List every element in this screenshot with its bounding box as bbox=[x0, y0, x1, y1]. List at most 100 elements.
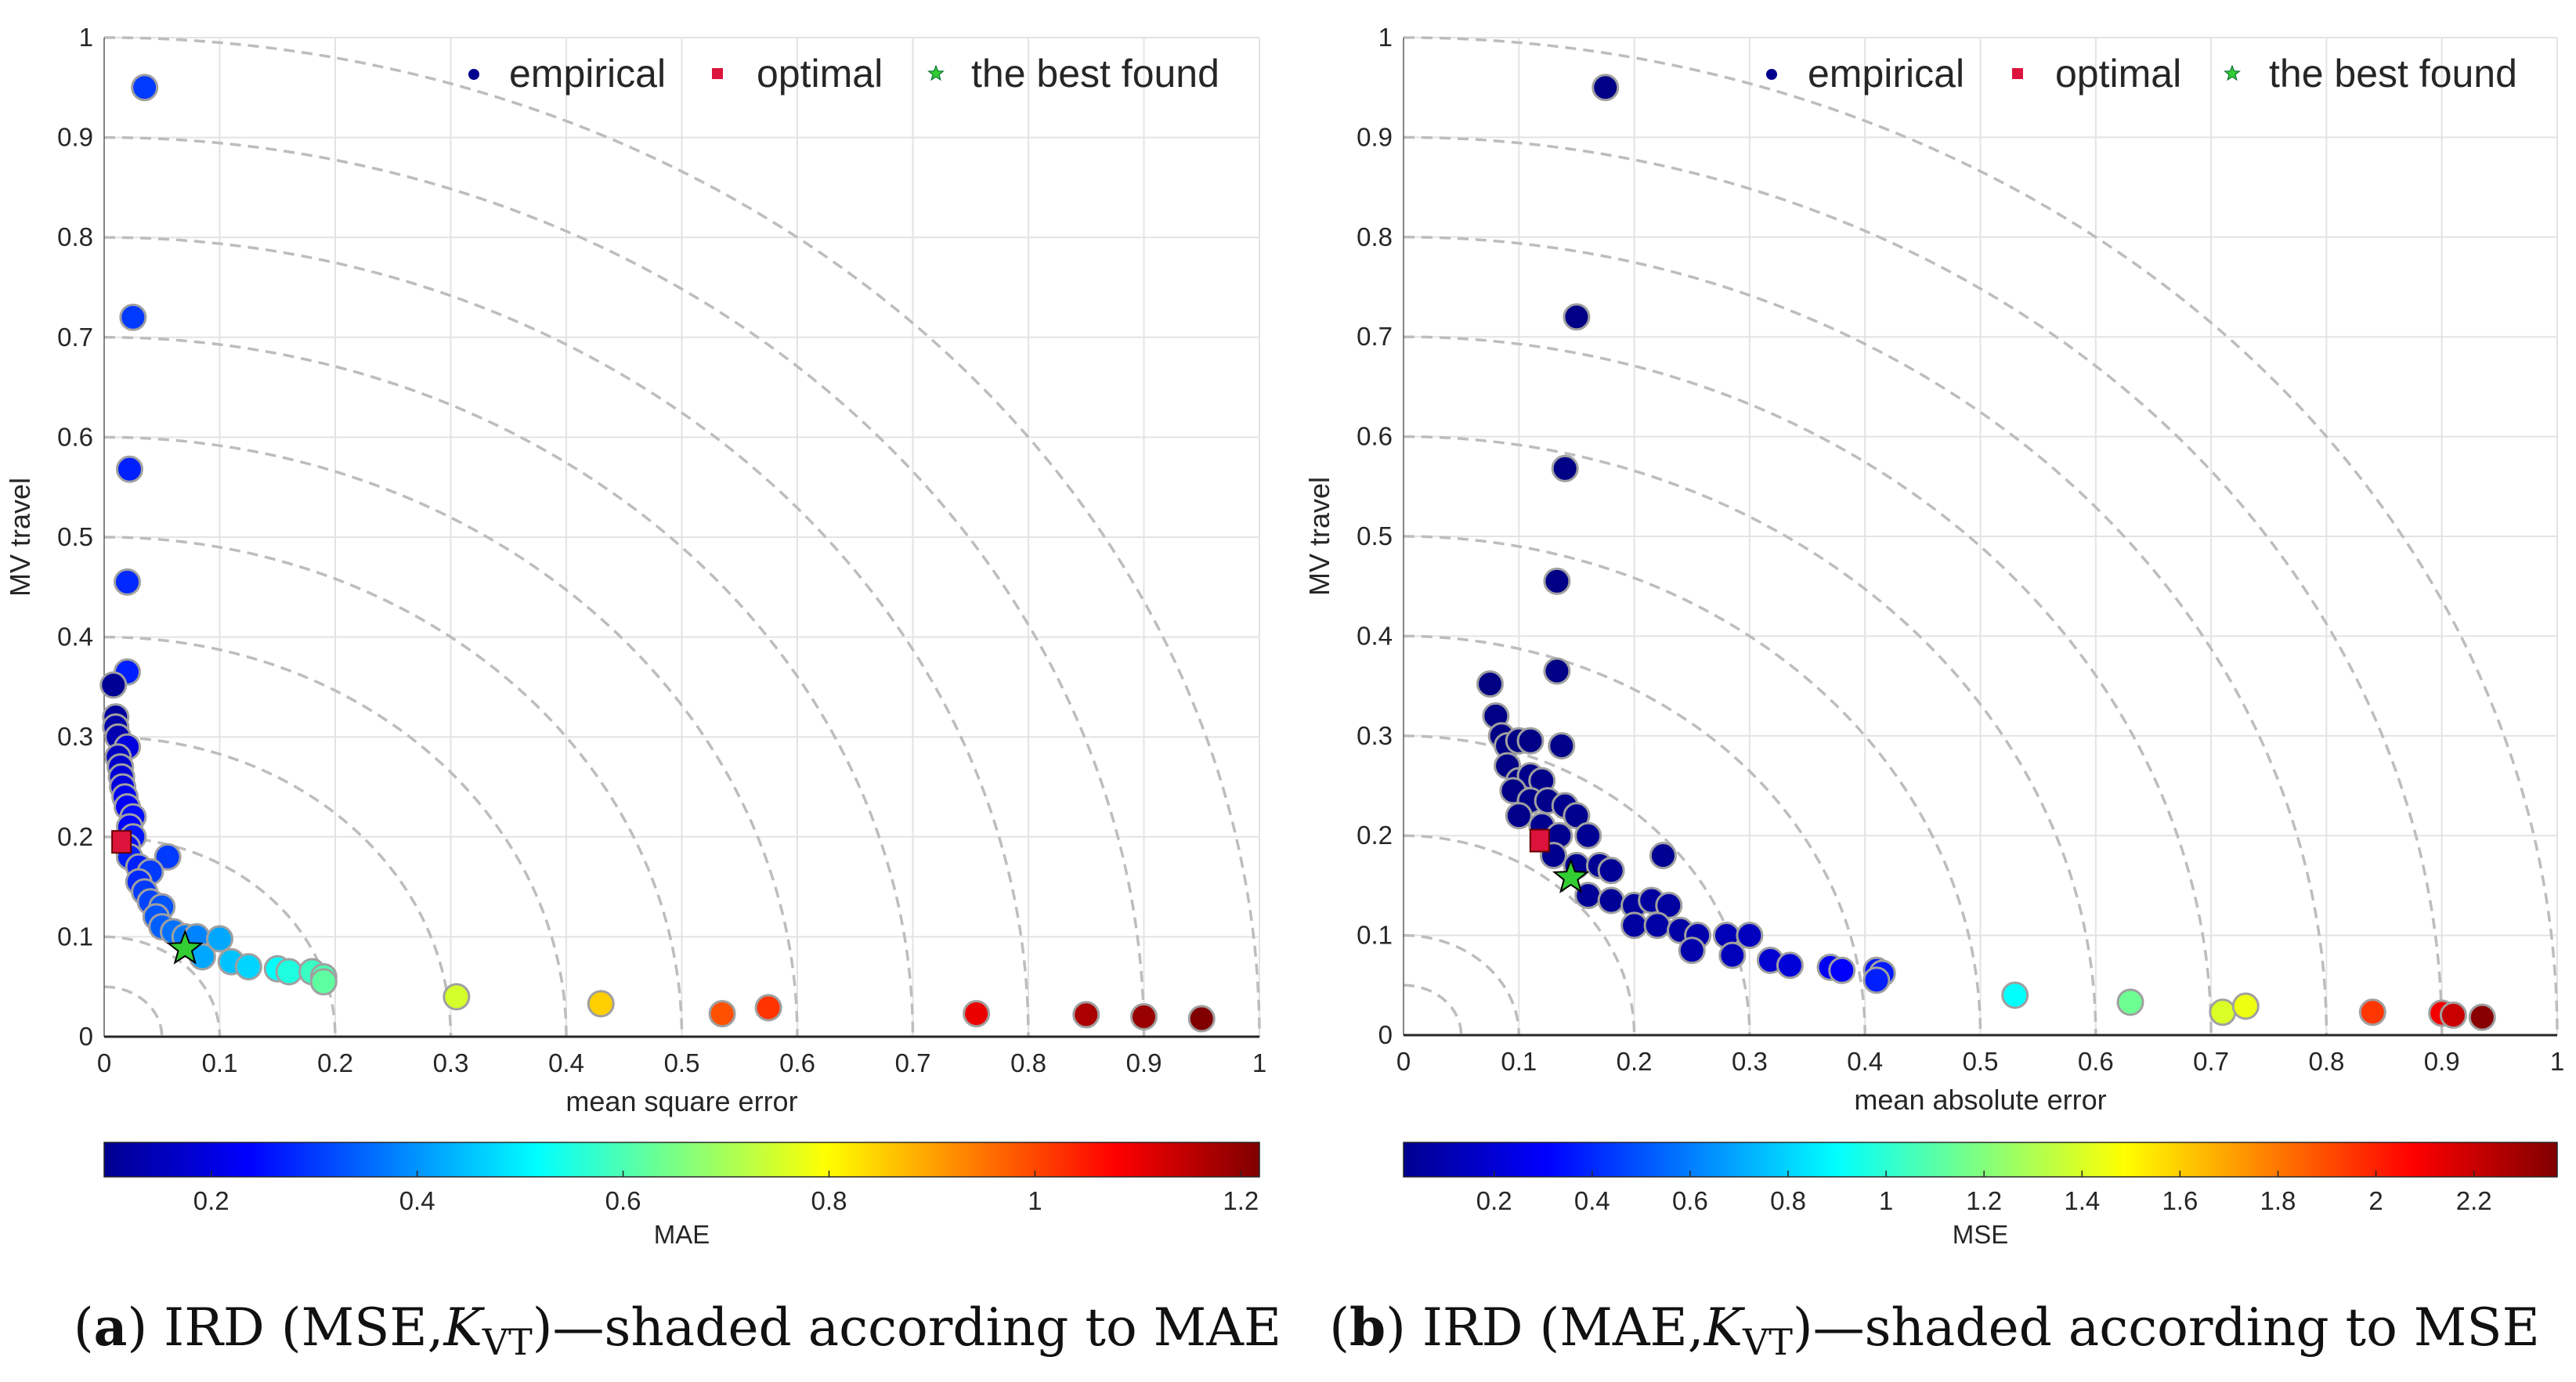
empirical-point bbox=[1551, 454, 1579, 482]
empirical-point bbox=[114, 568, 141, 596]
legend-optimal-marker bbox=[712, 68, 723, 79]
colorbar-tick-label: 1 bbox=[1028, 1186, 1042, 1215]
legend-best-found-label: the best found bbox=[971, 52, 1219, 96]
x-tick-label: 0.9 bbox=[1126, 1048, 1162, 1077]
empirical-point bbox=[754, 994, 782, 1022]
y-axis-label: MV travel bbox=[1303, 477, 1335, 596]
colorbar-tick-label: 0.2 bbox=[193, 1186, 229, 1215]
empirical-point bbox=[1643, 911, 1671, 940]
colorbar-tick-label: 1.2 bbox=[1966, 1186, 2002, 1215]
iso-distance-arc bbox=[1403, 236, 2329, 1036]
iso-distance-arc bbox=[1403, 36, 2559, 1036]
caption-subscript: VT bbox=[482, 1321, 533, 1363]
caption-text: IRD (MAE, bbox=[1406, 1297, 1704, 1358]
panel-caption: (b) IRD (MAE,KVT)—shaded according to MS… bbox=[1329, 1297, 2540, 1363]
x-tick-label: 0.1 bbox=[1501, 1047, 1537, 1076]
empirical-point bbox=[1476, 670, 1504, 698]
colorbar-tick-label: 2 bbox=[2368, 1186, 2383, 1215]
empirical-point bbox=[115, 455, 143, 483]
y-tick-label: 0.8 bbox=[1357, 222, 1393, 251]
iso-distance-arc bbox=[1403, 933, 1521, 1036]
colorbar-tick-label: 1.2 bbox=[1223, 1186, 1259, 1215]
colorbar-tick-label: 1 bbox=[1879, 1186, 1893, 1215]
x-tick-label: 0.9 bbox=[2424, 1047, 2460, 1076]
empirical-point bbox=[1130, 1002, 1158, 1030]
iso-distance-arc bbox=[103, 236, 1030, 1037]
optimal-point bbox=[111, 830, 132, 854]
colorbar-tick-label: 2.2 bbox=[2456, 1186, 2492, 1215]
empirical-point bbox=[963, 1000, 991, 1028]
empirical-point bbox=[206, 925, 233, 953]
colorbar-tick-label: 0.4 bbox=[1574, 1186, 1610, 1215]
empirical-point bbox=[1649, 842, 1677, 870]
x-tick-label: 0.6 bbox=[779, 1048, 815, 1077]
empirical-point bbox=[1563, 303, 1591, 331]
best-found-point bbox=[1552, 857, 1590, 893]
y-tick-label: 0.5 bbox=[57, 522, 93, 551]
legend-optimal-label: optimal bbox=[2055, 52, 2181, 96]
empirical-point bbox=[99, 671, 128, 699]
colorbar-label: MAE bbox=[654, 1220, 710, 1249]
y-axis-label: MV travel bbox=[4, 478, 36, 597]
caption-k: K bbox=[1703, 1297, 1746, 1358]
iso-distance-arc bbox=[103, 985, 164, 1037]
colorbar-tick-label: 1.6 bbox=[2162, 1186, 2198, 1215]
empirical-point bbox=[2001, 981, 2029, 1009]
legend-best-found-label: the best found bbox=[2269, 52, 2517, 96]
colorbar-tick-label: 1.8 bbox=[2260, 1186, 2296, 1215]
caption-text: IRD (MSE, bbox=[147, 1297, 443, 1358]
x-tick-label: 0.3 bbox=[1732, 1047, 1768, 1076]
empirical-point bbox=[1505, 802, 1533, 830]
empirical-point bbox=[1548, 732, 1576, 760]
empirical-point bbox=[443, 983, 471, 1011]
best-found-point bbox=[166, 929, 204, 965]
legend-empirical-label: empirical bbox=[1808, 52, 1964, 96]
y-tick-label: 1 bbox=[79, 23, 93, 52]
empirical-point bbox=[1655, 891, 1683, 919]
optimal-point bbox=[1529, 828, 1550, 853]
iso-distance-arc bbox=[103, 36, 1261, 1037]
iso-distance-arc bbox=[1403, 435, 2097, 1036]
empirical-point bbox=[1187, 1005, 1216, 1033]
empirical-point bbox=[234, 953, 262, 981]
iso-distance-arc bbox=[1403, 634, 1866, 1036]
empirical-point bbox=[1620, 911, 1649, 940]
x-tick-label: 0.2 bbox=[317, 1048, 353, 1077]
colorbar-tick-label: 0.8 bbox=[811, 1186, 847, 1215]
x-tick-label: 0.6 bbox=[2078, 1047, 2114, 1076]
iso-distance-arc bbox=[1403, 834, 1636, 1036]
y-tick-label: 0.9 bbox=[1357, 122, 1393, 151]
y-tick-label: 0.2 bbox=[1357, 821, 1393, 850]
iso-distance-arc bbox=[103, 935, 222, 1037]
y-tick-label: 0.4 bbox=[57, 622, 93, 651]
x-tick-label: 0.2 bbox=[1617, 1047, 1653, 1076]
x-tick-label: 0 bbox=[97, 1048, 111, 1077]
chart-panel-b: 00 0.1 0.1 0.2 0.2 0.3 0.3 0.4 0.4 0.5 0.5 0.6 0.6 0.… bbox=[1303, 23, 2564, 1363]
x-axis-label: mean square error bbox=[565, 1085, 797, 1117]
x-tick-label: 0.7 bbox=[2193, 1047, 2229, 1076]
chart-panel-a: 00 0.1 0.1 0.2 0.2 0.3 0.3 0.4 0.4 0.5 0.5 0.6 0.6 0.… bbox=[4, 23, 1281, 1363]
legend-empirical-marker bbox=[1766, 69, 1777, 80]
empirical-point bbox=[119, 303, 147, 331]
x-tick-label: 0.7 bbox=[895, 1048, 931, 1077]
empirical-point bbox=[131, 74, 159, 102]
empirical-point bbox=[1591, 74, 1620, 102]
colorbar-tick-label: 0.2 bbox=[1476, 1186, 1512, 1215]
caption-k: K bbox=[443, 1297, 486, 1358]
y-tick-label: 0.8 bbox=[57, 222, 93, 251]
legend-optimal-label: optimal bbox=[757, 52, 883, 96]
x-tick-label: 0.5 bbox=[1963, 1047, 1999, 1076]
empirical-point bbox=[1543, 657, 1571, 685]
x-tick-label: 0.8 bbox=[1010, 1048, 1046, 1077]
x-tick-label: 0.1 bbox=[202, 1048, 238, 1077]
x-tick-label: 0.3 bbox=[433, 1048, 469, 1077]
iso-distance-arc bbox=[103, 135, 1146, 1037]
y-tick-label: 0 bbox=[79, 1022, 93, 1051]
empirical-point bbox=[1678, 936, 1706, 965]
iso-distance-arc bbox=[103, 536, 684, 1037]
iso-distance-arc bbox=[103, 735, 453, 1037]
x-tick-label: 0.8 bbox=[2308, 1047, 2344, 1076]
empirical-point bbox=[2358, 998, 2386, 1027]
iso-distance-arc bbox=[1403, 135, 2444, 1036]
